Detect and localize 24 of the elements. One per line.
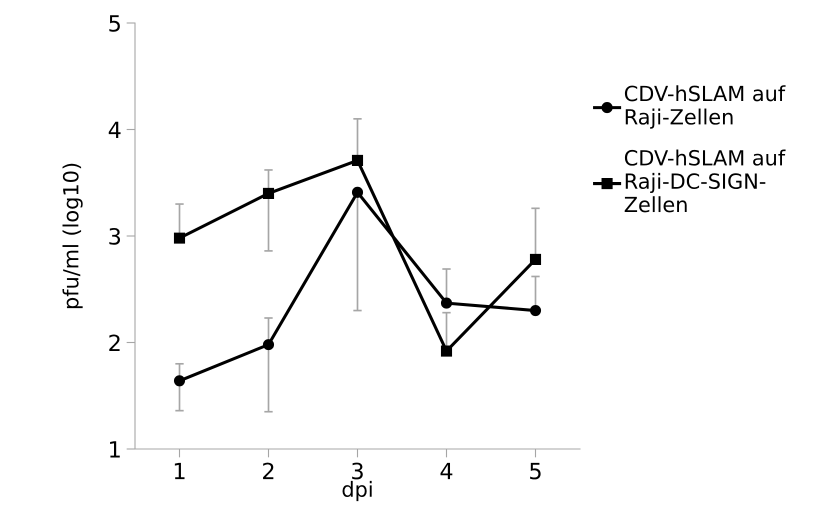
legend-label: CDV-hSLAM auf Raji-Zellen — [624, 85, 786, 129]
x-tick-label: 1 — [174, 462, 185, 480]
x-tick-label: 5 — [530, 462, 541, 480]
point — [440, 298, 452, 309]
y-tick-label: 4 — [108, 122, 121, 138]
y-tick-label: 5 — [109, 15, 120, 32]
point — [262, 188, 274, 199]
y-tick-label: 3 — [109, 228, 120, 245]
y-axis-title: pfu/ml (log10) — [62, 164, 83, 308]
x-tick-label: 4 — [440, 462, 452, 480]
point — [530, 304, 542, 316]
point — [352, 186, 364, 198]
x-tick-label: 2 — [263, 462, 274, 480]
y-tick-label: 1 — [110, 441, 120, 458]
point — [352, 154, 364, 166]
point — [174, 232, 186, 244]
legend-label: CDV-hSLAM auf Raji-DC-SIGN- Zellen — [624, 150, 786, 212]
point — [174, 375, 186, 386]
x-tick-label: 3 — [352, 462, 363, 480]
point — [440, 345, 452, 357]
x-axis-title: dpi — [342, 480, 372, 502]
point — [530, 254, 542, 265]
point — [262, 339, 274, 350]
y-tick-label: 2 — [109, 334, 120, 351]
